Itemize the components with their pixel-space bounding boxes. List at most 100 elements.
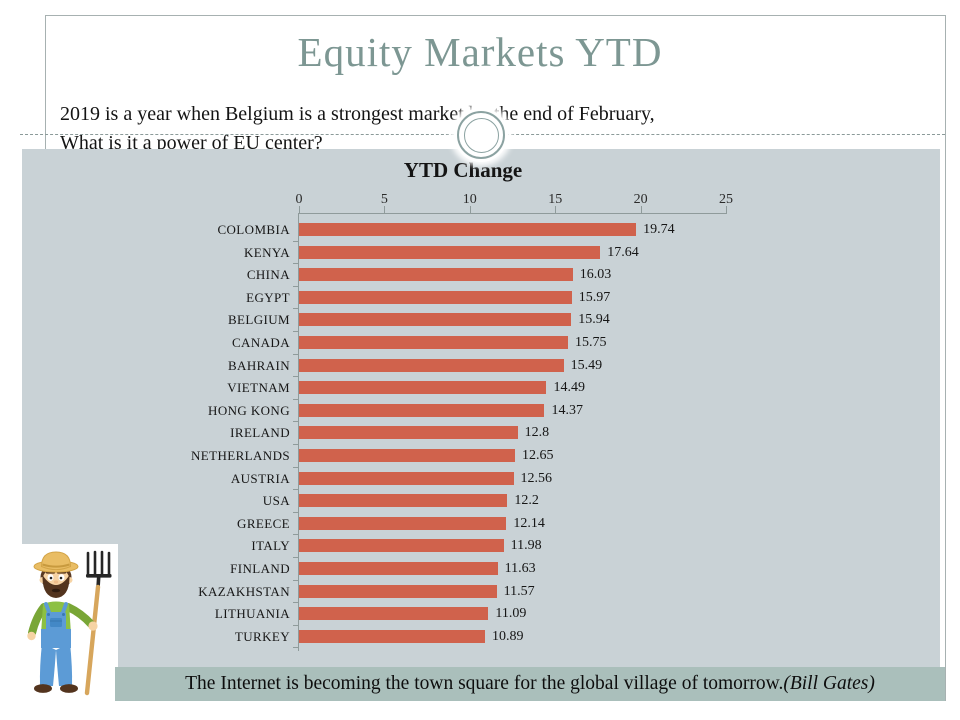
chart-category-label: LITHUANIA: [214, 606, 290, 622]
subtitle-line-2: What is it a power of EU center?: [60, 132, 323, 154]
chart-category-label: USA: [262, 493, 290, 509]
chart-value-label: 12.56: [520, 470, 553, 486]
x-axis-line: [298, 213, 727, 214]
y-axis-tick: [293, 285, 298, 287]
y-axis-tick: [293, 602, 298, 604]
y-axis-tick: [293, 444, 298, 445]
chart-bar: [299, 629, 485, 643]
chart-bar: [299, 223, 637, 236]
chart-bar: [299, 516, 507, 530]
y-axis-tick: [293, 308, 298, 310]
chart-value-label: 15.49: [570, 357, 603, 373]
y-axis-tick: [293, 489, 298, 491]
chart-bar: [299, 471, 514, 485]
chart-bar: [299, 268, 573, 282]
slide-title: Equity Markets YTD: [297, 29, 663, 75]
chart-value-label: 11.98: [510, 538, 542, 554]
chart-category-label: COLOMBIA: [217, 222, 290, 237]
chart-bar: [299, 584, 497, 598]
y-axis-tick: [293, 263, 298, 265]
chart-value-label: 14.37: [551, 402, 583, 418]
chart-category-label: CHINA: [246, 267, 290, 283]
chart-bar: [299, 358, 564, 372]
chart-bar: [299, 245, 601, 259]
x-axis-tick: [384, 206, 386, 213]
y-axis-tick: [293, 398, 298, 400]
y-axis-tick: [293, 624, 298, 626]
chart-category-label: HONG KONG: [208, 402, 290, 418]
y-axis-tick: [293, 557, 298, 558]
pitchfork-icon: [84, 550, 112, 696]
chart-value-label: 15.97: [578, 289, 611, 305]
chart-value-label: 17.64: [607, 244, 639, 260]
circle-ornament-icon: [454, 108, 508, 162]
chart-category-label: FINLAND: [230, 561, 290, 576]
y-axis-tick: [293, 376, 298, 378]
x-axis-tick-label: 0: [295, 192, 303, 207]
y-axis-tick: [293, 331, 298, 332]
y-axis-tick: [293, 466, 298, 468]
x-axis-tick-label: 20: [633, 192, 648, 207]
chart-value-label: 14.49: [553, 380, 585, 396]
x-axis-tick: [726, 206, 727, 213]
slide-subtitle: 2019 is a year when Belgium is a stronge…: [60, 100, 930, 158]
chart-value-label: 12.14: [513, 515, 545, 531]
farmer-image-box: [18, 544, 118, 700]
chart-category-label: ITALY: [251, 538, 290, 554]
chart-category-label: TURKEY: [234, 628, 290, 644]
x-axis-tick-label: 25: [719, 192, 733, 207]
chart-bar: [299, 403, 545, 417]
chart-bar: [299, 607, 489, 621]
chart-value-label: 11.57: [503, 583, 535, 599]
chart-category-label: BELGIUM: [227, 312, 290, 328]
chart-bar: [299, 539, 504, 553]
chart-category-label: EGYPT: [246, 289, 290, 305]
chart-title: YTD Change: [403, 158, 523, 182]
subtitle-line-1: 2019 is a year when Belgium is a stronge…: [60, 103, 655, 125]
chart-bar: [299, 426, 518, 440]
chart-category-label: GREECE: [237, 515, 290, 531]
chart-value-label: 15.75: [575, 335, 607, 350]
chart-bar: [299, 449, 516, 462]
x-axis-tick: [469, 206, 471, 213]
chart-bar: [299, 313, 572, 327]
y-axis-tick: [293, 534, 298, 536]
x-axis-tick-label: 10: [462, 192, 477, 207]
chart-value-label: 12.2: [514, 493, 539, 509]
chart-bar: [299, 336, 568, 349]
chart-category-label: BAHRAIN: [227, 357, 290, 373]
chart-value-label: 15.94: [578, 312, 610, 328]
x-axis-tick-label: 15: [548, 192, 563, 207]
y-axis-line: [298, 213, 299, 651]
y-axis-tick: [293, 579, 298, 581]
chart-bar: [299, 562, 498, 575]
chart-value-label: 11.09: [495, 606, 527, 622]
chart-value-label: 12.65: [522, 448, 554, 463]
y-axis-tick: [293, 240, 298, 242]
circle-ornament-inner-ring: [463, 117, 499, 153]
chart-category-label: IRELAND: [230, 425, 290, 441]
y-axis-tick: [293, 647, 298, 649]
x-axis-tick: [555, 206, 557, 213]
chart-category-label: AUSTRIA: [230, 470, 290, 486]
quote-text: The Internet is becoming the town square…: [185, 673, 784, 694]
chart-bar: [299, 494, 508, 508]
chart-value-label: 19.74: [643, 222, 675, 237]
frame-left-border: [45, 15, 46, 149]
chart-category-label: NETHERLANDS: [190, 448, 290, 463]
chart-category-label: CANADA: [231, 335, 290, 350]
y-axis-tick: [293, 511, 298, 513]
x-axis-tick-label: 5: [380, 192, 388, 207]
chart-value-label: 11.63: [504, 561, 536, 576]
x-axis-tick: [640, 206, 642, 213]
chart-category-label: VIETNAM: [227, 380, 290, 396]
y-axis-tick: [293, 421, 298, 423]
y-axis-tick: [293, 353, 298, 355]
farmer-illustration-icon: [27, 550, 112, 696]
quote-attribution: (Bill Gates): [783, 673, 875, 694]
frame-top-border: [45, 15, 945, 16]
chart-bar: [299, 381, 547, 395]
quote-band: The Internet is becoming the town square…: [115, 667, 945, 701]
